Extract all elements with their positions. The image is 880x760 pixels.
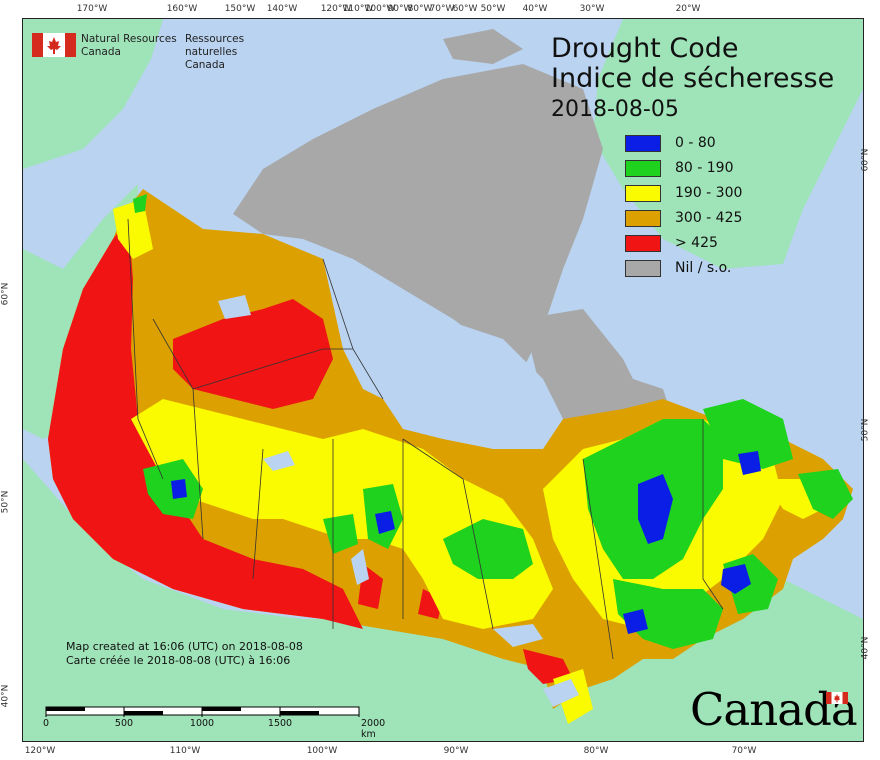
scale-bar-graphic — [45, 706, 360, 717]
org-name-fr: Ressources naturelles Canada — [185, 33, 262, 72]
graticule-left-label: 50°N — [0, 490, 11, 514]
drought-map — [23, 19, 863, 741]
region-green-yukon-tip — [133, 194, 147, 213]
graticule-top-label: 160°W — [166, 4, 198, 14]
graticule-top-label: 140°W — [266, 4, 298, 14]
legend-label: 300 - 425 — [675, 210, 743, 226]
graticule-bottom-label: 110°W — [169, 746, 201, 756]
legend-item: 0 - 80 — [625, 133, 825, 155]
wordmark-flag-icon — [826, 692, 848, 704]
graticule-left-label: 40°N — [0, 684, 11, 708]
graticule-top-label: 60°W — [452, 4, 478, 14]
title-en: Drought Code — [551, 33, 739, 64]
graticule-bottom-label: 90°W — [443, 746, 469, 756]
legend-swatch — [625, 185, 661, 202]
graticule-top-label: 150°W — [224, 4, 256, 14]
graticule-bottom-label: 70°W — [731, 746, 757, 756]
great-slave-lake — [263, 451, 295, 471]
scale-tick-label: 500 — [114, 718, 134, 729]
graticule-left-label: 60°N — [0, 282, 11, 306]
legend-item: > 425 — [625, 233, 825, 255]
org-name-en-line2: Canada — [81, 46, 121, 58]
legend-label: > 425 — [675, 235, 718, 251]
graticule-top-label: 100°W — [364, 4, 396, 14]
legend-item: Nil / s.o. — [625, 258, 825, 280]
region-blue-alberta — [171, 479, 187, 499]
region-red-west — [48, 219, 363, 629]
region-blue-newbrunswick — [721, 564, 751, 594]
legend-swatch — [625, 210, 661, 227]
credit-fr: Carte créée le 2018-08-08 (UTC) à 16:06 — [66, 654, 291, 667]
org-name-fr-line1: Ressources naturelles — [185, 33, 245, 58]
region-red-nwt — [173, 299, 333, 409]
arctic-islands-nil — [233, 64, 603, 369]
legend-item: 190 - 300 — [625, 183, 825, 205]
graticule-top-label: 80°W — [407, 4, 433, 14]
graticule-top-label: 70°W — [429, 4, 455, 14]
legend-swatch — [625, 260, 661, 277]
legend-swatch — [625, 160, 661, 177]
title-fr: Indice de sécheresse — [551, 63, 835, 94]
great-bear-lake — [218, 295, 251, 319]
scale-tick-label: 1500 — [267, 718, 293, 729]
legend-swatch — [625, 135, 661, 152]
lake-winnipeg — [351, 549, 369, 585]
region-green-south-qc — [613, 579, 723, 649]
graticule-right-label: 60°N — [860, 148, 871, 172]
org-name-fr-line2: Canada — [185, 59, 225, 71]
region-green-sask — [323, 514, 358, 554]
map-credits: Map created at 16:06 (UTC) on 2018-08-08… — [66, 640, 303, 668]
region-green-nfld — [798, 469, 853, 519]
graticule-right-label: 40°N — [860, 636, 871, 660]
graticule-top-label: 110°W — [342, 4, 374, 14]
legend-swatch — [625, 235, 661, 252]
nrcan-signature: Natural Resources Canada Ressources natu… — [32, 33, 262, 71]
graticule-top-label: 170°W — [76, 4, 108, 14]
graticule-top-label: 30°W — [579, 4, 605, 14]
legend-label: 0 - 80 — [675, 135, 716, 151]
legend-label: 80 - 190 — [675, 160, 734, 176]
graticule-bottom-label: 120°W — [24, 746, 56, 756]
scale-tick-label: 1000 — [189, 718, 215, 729]
graticule-top-label: 40°W — [522, 4, 548, 14]
region-blue-south-qc — [623, 609, 648, 634]
graticule-top-label: 90°W — [387, 4, 413, 14]
legend-label: 190 - 300 — [675, 185, 743, 201]
graticule-top-label: 20°W — [675, 4, 701, 14]
scale-tick-label: 0 — [42, 718, 50, 729]
lake-superior — [493, 624, 543, 647]
ellesmere-nil — [443, 29, 523, 64]
region-blue-labrador — [738, 451, 761, 475]
graticule-top-label: 120°W — [320, 4, 352, 14]
graticule-top-label: 50°W — [480, 4, 506, 14]
lake-huron — [543, 679, 579, 707]
legend-label: Nil / s.o. — [675, 260, 732, 276]
region-blue-quebec — [638, 474, 673, 544]
map-title: Drought Code Indice de sécheresse 2018-0… — [551, 34, 834, 124]
foreign-land-usa — [23, 459, 863, 741]
org-name-en: Natural Resources Canada — [81, 33, 177, 59]
foreign-land-greenland — [593, 19, 863, 269]
graticule-bottom-label: 100°W — [306, 746, 338, 756]
provincial-boundaries — [127, 218, 724, 660]
graticule-right-label: 50°N — [860, 418, 871, 442]
map-date: 2018-08-05 — [551, 97, 679, 122]
hudson-bay — [383, 319, 563, 449]
scale-bar: 0 500 1000 1500 2000 km — [40, 704, 400, 740]
region-green-ontario — [443, 519, 533, 579]
region-blue-manitoba — [375, 511, 395, 534]
canada-flag-icon — [32, 33, 76, 57]
region-green-labrador — [703, 399, 793, 469]
org-name-en-line1: Natural Resources — [81, 33, 177, 45]
graticule-bottom-label: 80°W — [583, 746, 609, 756]
map-frame — [22, 18, 864, 742]
region-red-ontario-s — [523, 649, 573, 684]
region-yellow-prairies — [131, 399, 553, 629]
region-yellow-yukon-n — [113, 199, 153, 259]
credit-en: Map created at 16:06 (UTC) on 2018-08-08 — [66, 640, 303, 653]
scale-tick-label: 2000 km — [361, 718, 386, 740]
legend-item: 80 - 190 — [625, 158, 825, 180]
legend-item: 300 - 425 — [625, 208, 825, 230]
